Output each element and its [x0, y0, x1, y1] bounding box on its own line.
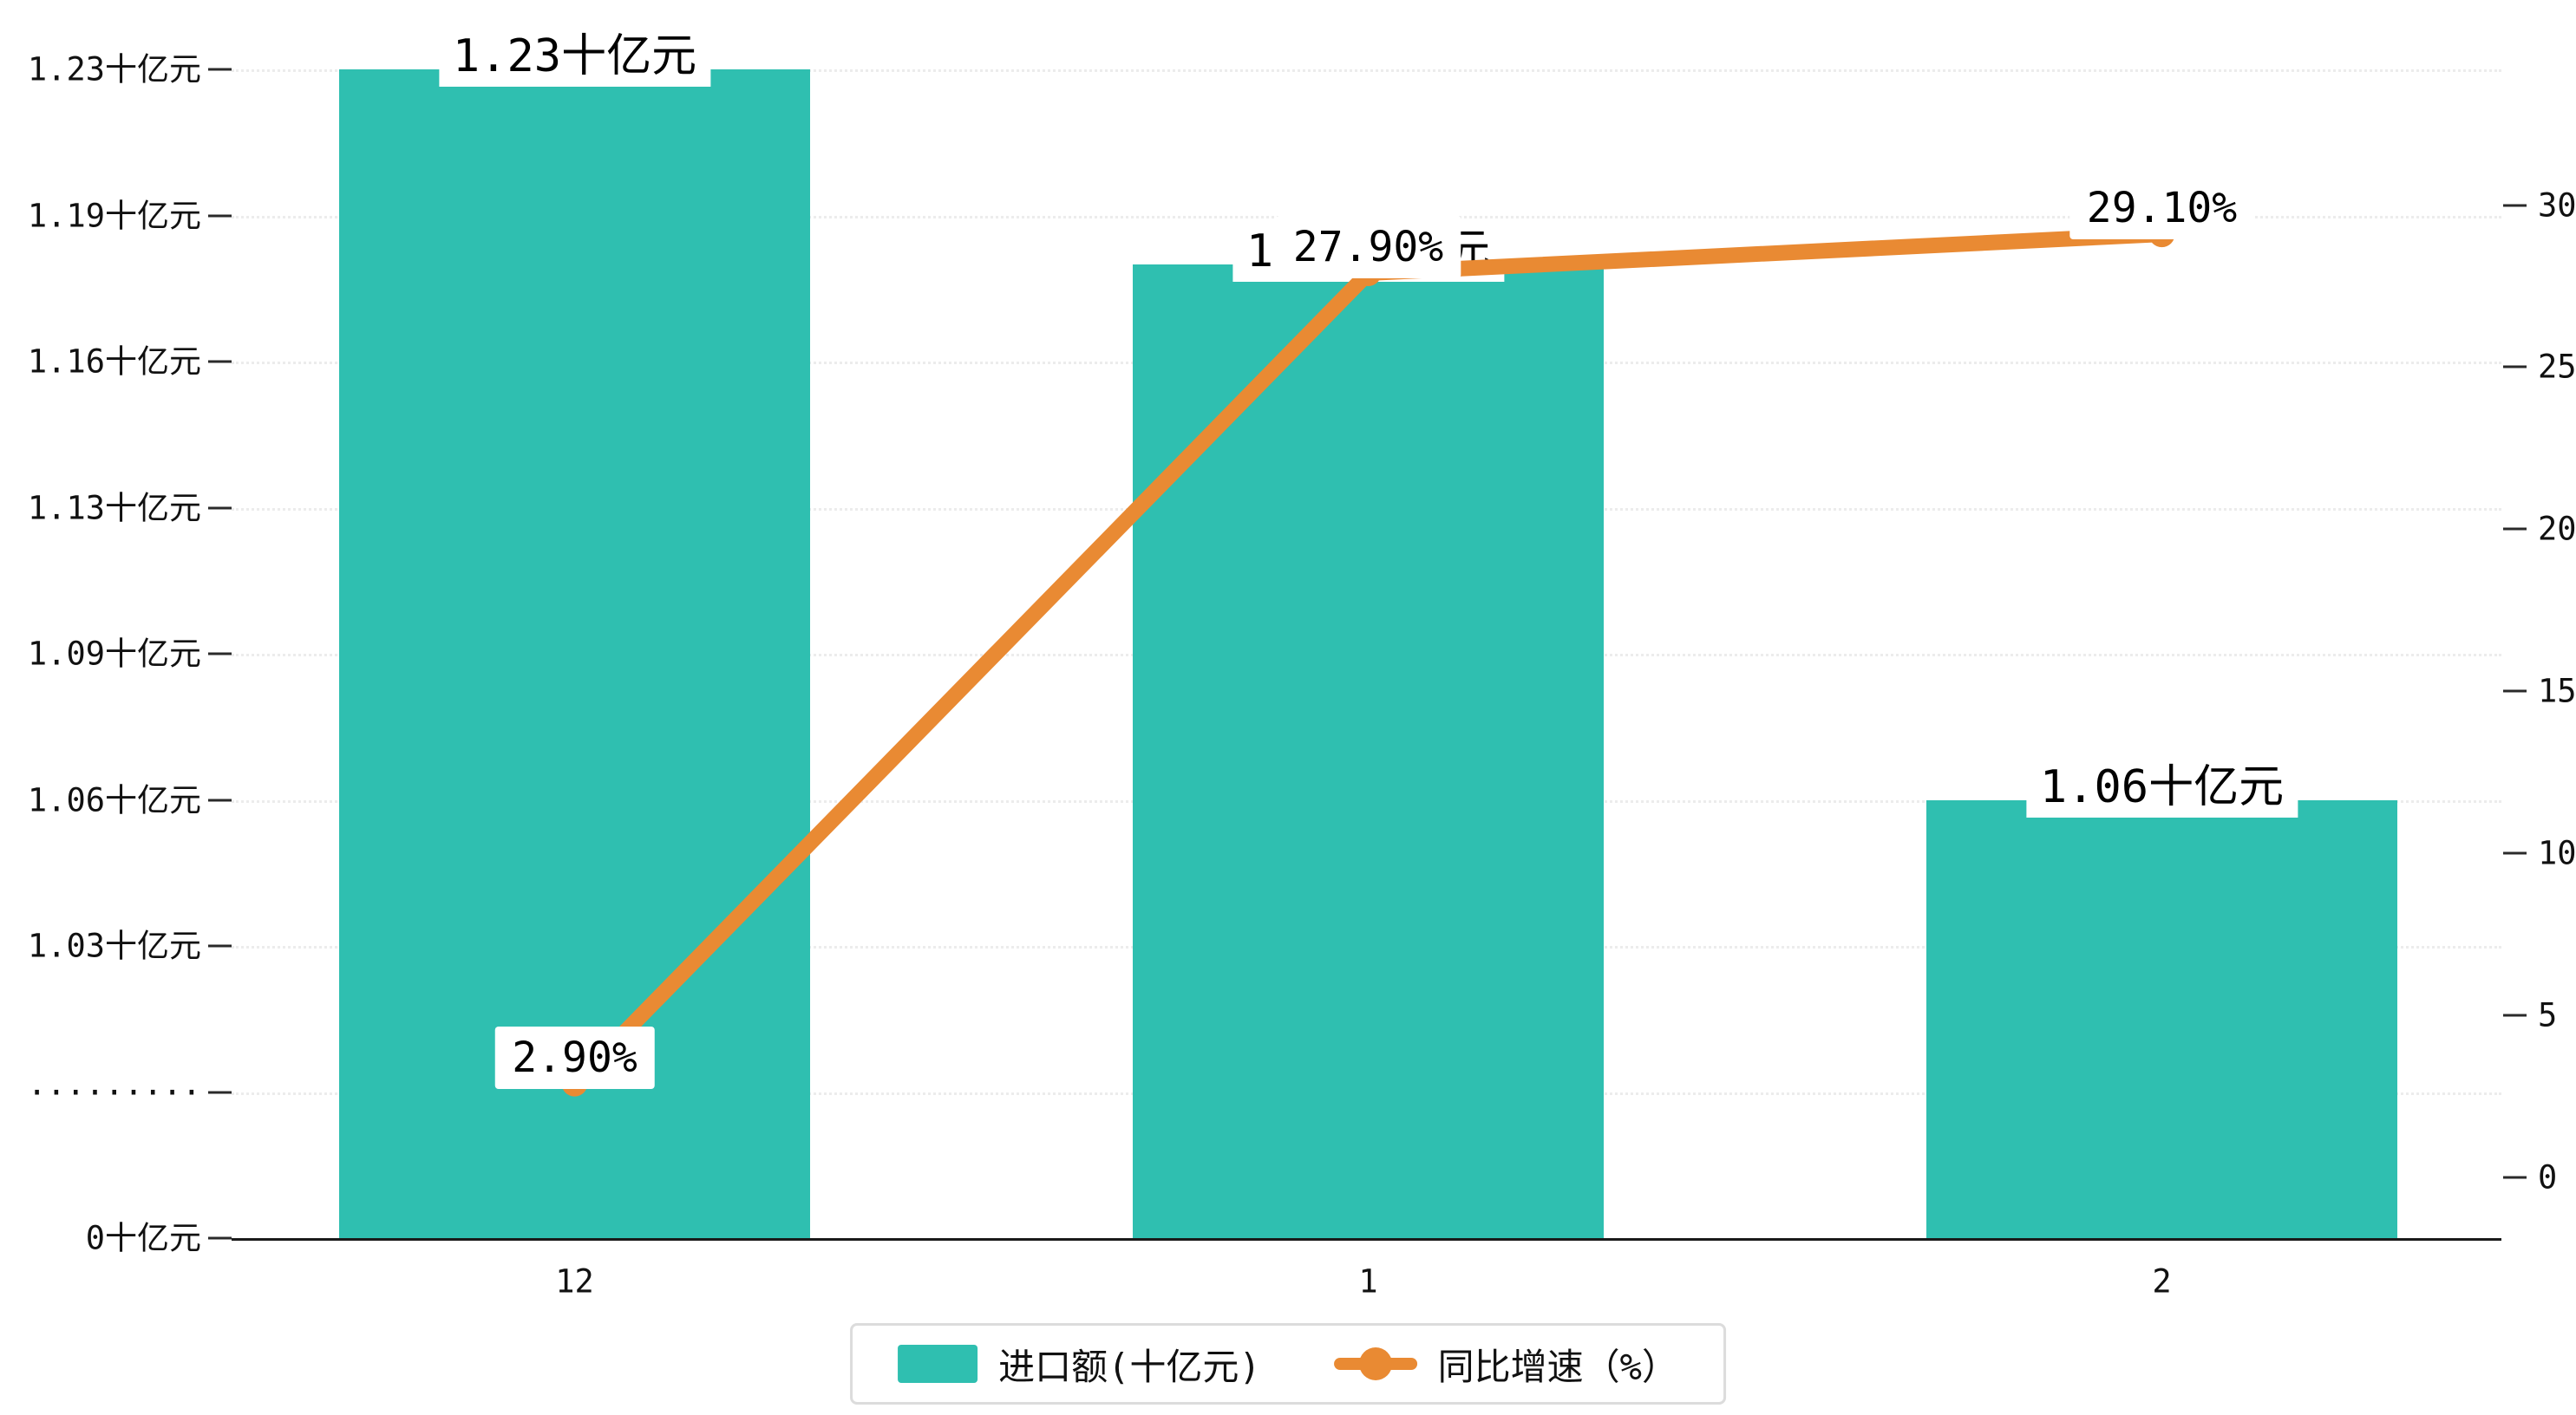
line-marker-dot	[1358, 1347, 1392, 1380]
left-axis-tick-label: 1.23十亿元	[27, 50, 201, 88]
bar-2	[1926, 799, 2397, 1238]
left-axis-tick-label: 1.03十亿元	[27, 927, 201, 965]
gridline	[232, 69, 2501, 72]
right-axis-tick-label: 20	[2538, 510, 2576, 548]
x-axis-tick-label: 12	[555, 1262, 594, 1301]
left-axis-tick-label: 1.09十亿元	[27, 635, 201, 673]
growth-value-label: 27.90%	[1275, 216, 1461, 278]
left-axis-tick-label: 1.06十亿元	[27, 781, 201, 818]
right-axis-tick-label: 15	[2538, 672, 2576, 710]
bar-value-label: 1.06十亿元	[2025, 757, 2298, 818]
growth-line	[566, 226, 2170, 1092]
right-axis-tick-label: 30	[2538, 186, 2576, 224]
right-axis-tick	[2503, 365, 2527, 368]
left-axis-tick	[208, 799, 232, 801]
legend: 进口额(十亿元) 同比增速（%）	[850, 1323, 1726, 1405]
x-axis-line	[232, 1238, 2501, 1241]
legend-item-imports[interactable]: 进口额(十亿元)	[898, 1338, 1261, 1391]
bar-series-swatch	[898, 1345, 978, 1383]
left-axis-tick	[208, 506, 232, 509]
right-axis-tick-label: 10	[2538, 834, 2576, 872]
line-series-marker	[1333, 1345, 1417, 1383]
legend-label-growth: 同比增速（%）	[1437, 1345, 1678, 1388]
left-axis-tick	[208, 1091, 232, 1093]
left-axis-tick-label: ·········	[27, 1073, 201, 1111]
right-axis-tick	[2503, 851, 2527, 855]
left-axis-tick-label: 1.19十亿元	[27, 197, 201, 234]
right-axis-tick-label: 25	[2538, 348, 2576, 386]
right-axis-tick-label: 5	[2538, 996, 2558, 1034]
legend-label-imports: 进口额(十亿元)	[998, 1345, 1261, 1388]
legend-item-growth[interactable]: 同比增速（%）	[1333, 1338, 1678, 1391]
growth-value-label: 29.10%	[2069, 177, 2255, 240]
x-axis-tick-label: 2	[2152, 1262, 2172, 1301]
left-axis-tick	[208, 1236, 232, 1240]
left-axis-tick	[208, 214, 232, 217]
growth-value-label: 2.90%	[494, 1026, 655, 1089]
bar-value-label: 1.23十亿元	[438, 27, 711, 87]
right-axis-tick-label: 0	[2538, 1158, 2558, 1197]
left-axis-tick-label: 0十亿元	[85, 1219, 201, 1257]
left-axis-tick	[208, 944, 232, 948]
left-axis-tick	[208, 360, 232, 363]
right-axis-tick	[2503, 204, 2527, 206]
right-axis-tick	[2503, 1176, 2527, 1179]
left-axis-tick	[208, 68, 232, 71]
right-axis-tick	[2503, 527, 2527, 531]
left-axis-tick-label: 1.13十亿元	[27, 489, 201, 526]
x-axis-tick-label: 1	[1358, 1262, 1378, 1301]
left-axis-tick	[208, 652, 232, 655]
right-axis-tick	[2503, 689, 2527, 693]
left-axis-tick-label: 1.16十亿元	[27, 342, 201, 381]
right-axis-tick	[2503, 1014, 2527, 1017]
